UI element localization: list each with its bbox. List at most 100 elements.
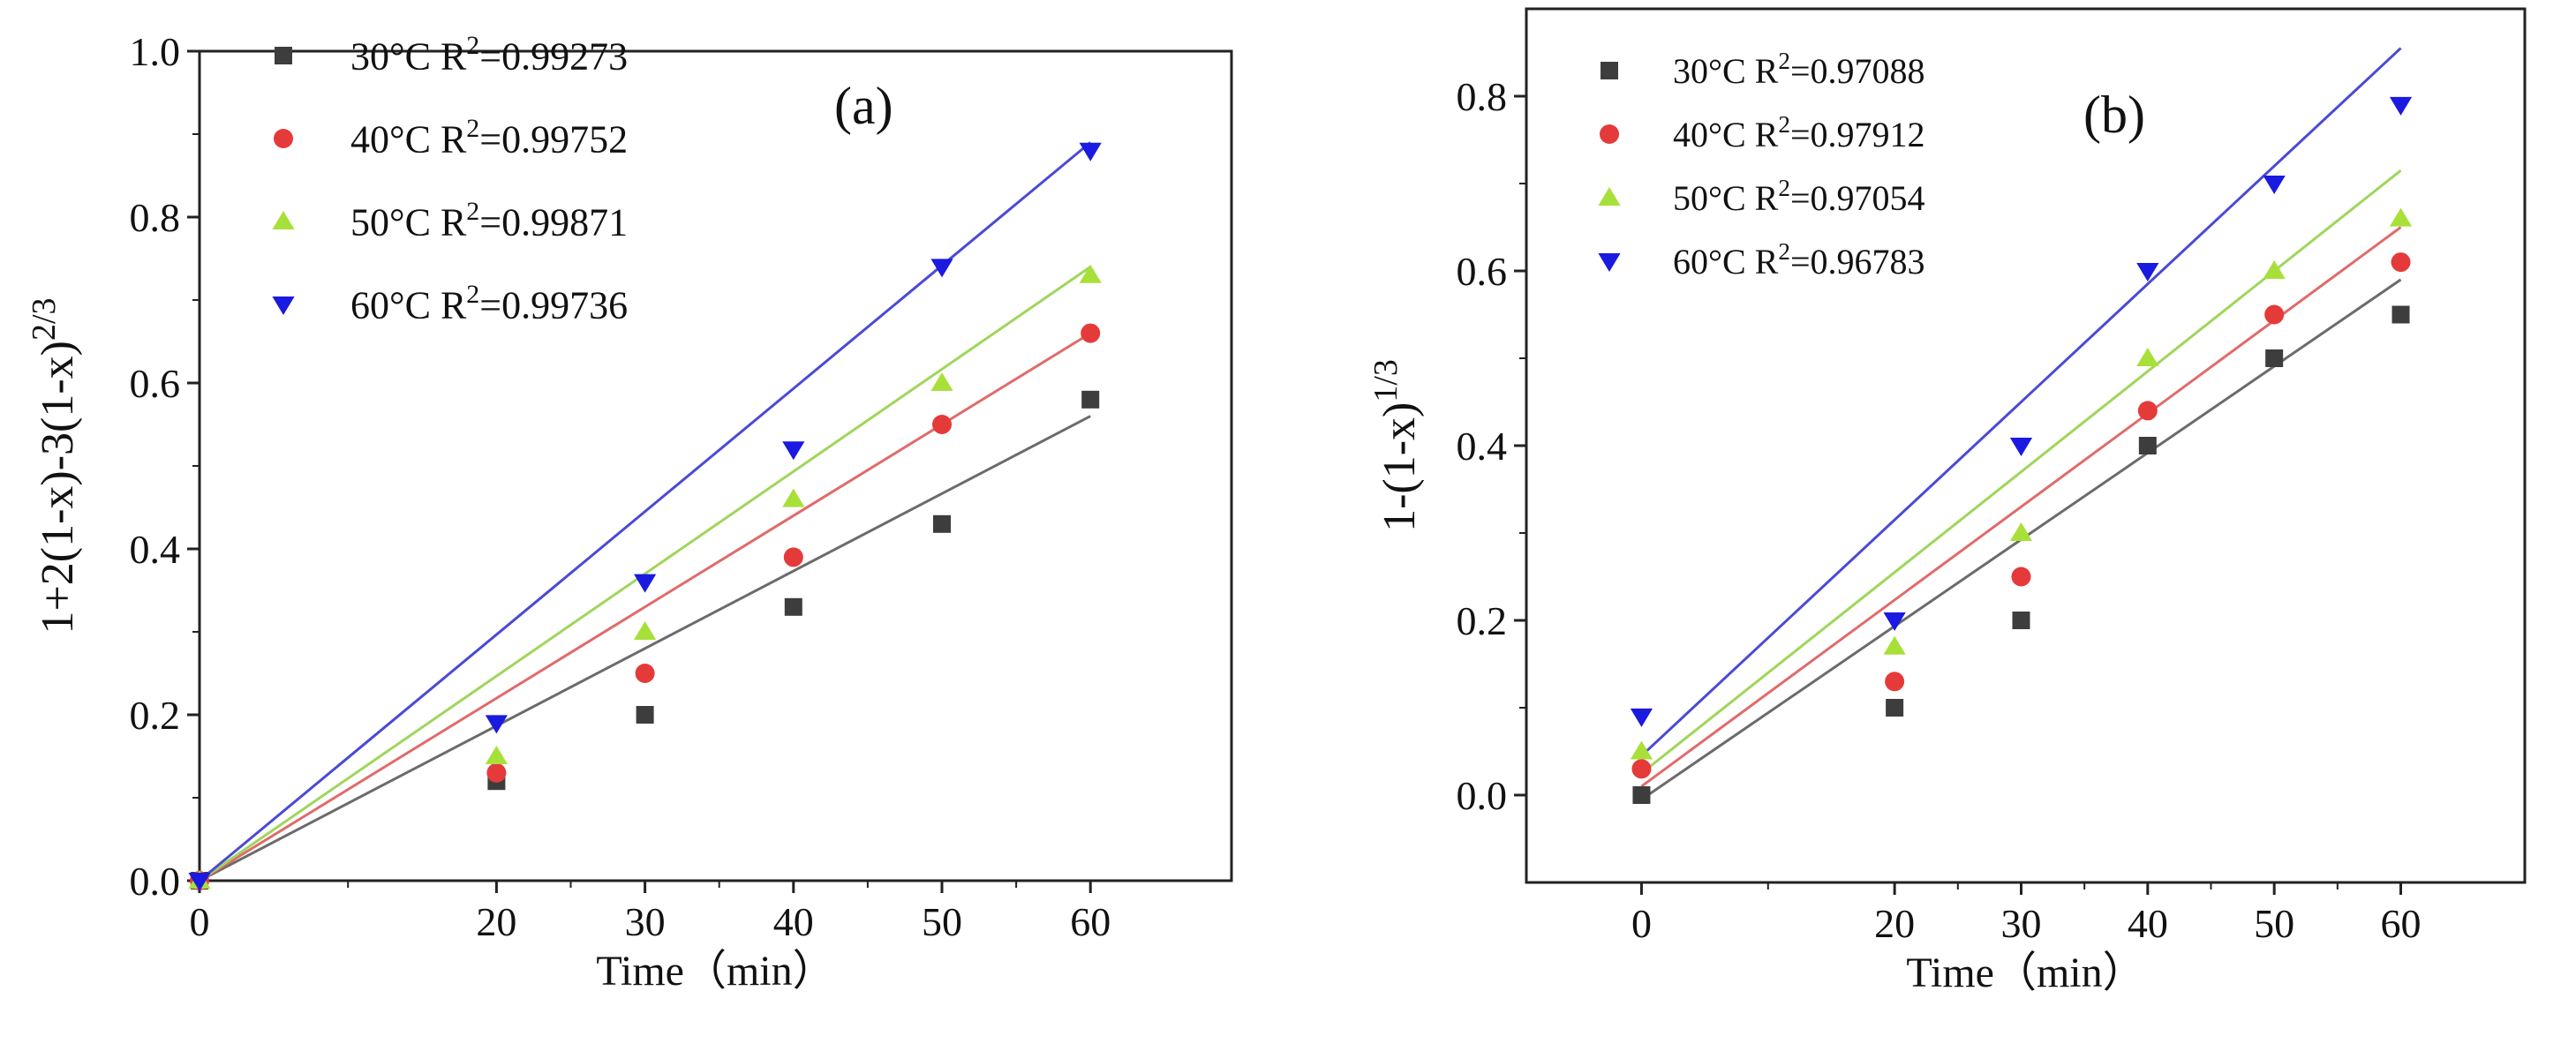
y-tick-label: 0.4	[1457, 424, 1508, 469]
x-axis-label: Time（min）	[596, 948, 834, 995]
legend-marker	[1600, 124, 1619, 144]
data-point	[1883, 635, 1906, 655]
fit-line-30°C	[199, 415, 1091, 882]
legend-label-sup: 2	[466, 280, 479, 309]
data-point	[2136, 263, 2159, 282]
data-point	[1883, 612, 1906, 631]
x-tick-label: 40	[2128, 901, 2168, 946]
legend-label-prefix: 30°C R	[1673, 51, 1779, 91]
y-tick-label: 0.8	[1457, 74, 1508, 119]
x-tick-label: 0	[1631, 901, 1652, 946]
legend-label-prefix: 40°C R	[350, 117, 467, 161]
data-point	[2263, 176, 2286, 194]
y-axis-label: 1+2(1-x)-3(1-x)2/3	[26, 297, 83, 634]
y-axis-label-sup: 1/3	[1367, 359, 1405, 402]
legend-marker	[272, 211, 295, 229]
data-point	[1079, 264, 1102, 283]
data-point	[485, 715, 508, 734]
y-tick-label: 0.2	[130, 693, 181, 738]
data-point	[783, 547, 803, 567]
data-point	[932, 415, 953, 434]
legend-label-sup: 2	[1778, 111, 1790, 138]
data-point	[2138, 437, 2157, 454]
series-30°C	[1632, 305, 2410, 804]
legend-label-sup: 2	[466, 114, 479, 143]
data-point	[2009, 438, 2033, 456]
legend-marker	[1598, 187, 1621, 206]
data-point	[634, 621, 657, 640]
data-point	[636, 706, 654, 724]
data-point	[2391, 305, 2410, 324]
series-60°C	[188, 142, 1102, 891]
legend-label: 30°C R2=0.97088	[1673, 48, 1925, 91]
legend-label-sup: 2	[466, 197, 479, 226]
data-point	[784, 597, 802, 616]
legend-label-r2: =0.99871	[479, 200, 628, 244]
data-point	[930, 259, 953, 278]
y-tick-label: 0.2	[1457, 598, 1508, 643]
data-point	[1885, 672, 1905, 692]
data-point	[930, 372, 953, 391]
legend-label-r2: =0.97054	[1790, 178, 1925, 218]
data-point	[782, 441, 805, 461]
series-40°C	[1631, 252, 2411, 779]
legend-label-prefix: 60°C R	[1673, 242, 1779, 282]
data-point	[2389, 96, 2413, 116]
y-tick-label: 0.0	[130, 859, 181, 904]
y-tick-label: 1.0	[130, 29, 181, 74]
x-tick-label: 50	[922, 899, 962, 944]
panel-label: (a)	[834, 77, 893, 135]
data-point	[2265, 349, 2284, 367]
data-point	[2137, 401, 2158, 421]
legend-label-prefix: 50°C R	[350, 200, 467, 244]
y-tick-label: 0.8	[130, 195, 181, 240]
x-tick-label: 50	[2254, 901, 2294, 946]
series-50°C	[1630, 207, 2413, 760]
data-point	[635, 664, 655, 683]
legend-label-r2: =0.96783	[1790, 242, 1925, 282]
data-point	[1632, 786, 1651, 804]
fit-line-60°C	[199, 141, 1092, 882]
legend-label: 30°C R2=0.99273	[350, 31, 628, 79]
data-point	[485, 746, 508, 764]
data-point	[1081, 390, 1100, 409]
legend-label-prefix: 40°C R	[1673, 115, 1779, 154]
series-60°C	[1630, 96, 2413, 727]
legend-label-r2: =0.99752	[479, 117, 628, 161]
legend-label-prefix: 60°C R	[350, 283, 467, 327]
data-point	[2391, 252, 2411, 273]
legend-label-r2: =0.99273	[479, 34, 628, 78]
legend-marker	[275, 47, 292, 64]
data-point	[486, 762, 507, 783]
data-point	[2011, 567, 2031, 587]
y-axis-label: 1-(1-x)1/3	[1367, 359, 1425, 532]
legend-label-sup: 2	[1778, 48, 1790, 74]
fit-line-40°C	[1640, 226, 2402, 788]
fit-line-60°C	[1640, 47, 2402, 757]
legend-label: 60°C R2=0.96783	[1673, 238, 1925, 282]
data-point	[782, 488, 805, 507]
data-point	[188, 873, 211, 891]
legend-label-r2: =0.99736	[479, 283, 628, 327]
x-tick-label: 30	[625, 899, 666, 944]
x-tick-label: 20	[1874, 901, 1915, 946]
chart-panel-a: 0 20 30 40 50 60 0.0 0.2 0.4 0.6 0.8 1.0 Time（min） 1+…	[26, 29, 1233, 995]
data-point	[1886, 699, 1904, 717]
legend-label-prefix: 50°C R	[1673, 178, 1779, 218]
y-tick-label: 0.6	[130, 361, 181, 406]
legend-label: 60°C R2=0.99736	[350, 280, 628, 327]
data-point	[2012, 612, 2030, 629]
legend-label-sup: 2	[466, 31, 479, 60]
data-point	[2263, 260, 2286, 279]
legend-marker	[274, 129, 293, 148]
data-point	[1079, 142, 1102, 161]
legend-label: 50°C R2=0.99871	[350, 197, 628, 244]
x-tick-label: 20	[476, 899, 516, 944]
plot-frame	[198, 49, 1233, 882]
data-point	[1081, 323, 1101, 343]
y-axis-label-sup: 2/3	[26, 297, 63, 341]
data-point	[1630, 740, 1653, 760]
legend-label-r2: =0.97088	[1790, 51, 1925, 91]
legend-marker	[1598, 253, 1621, 272]
